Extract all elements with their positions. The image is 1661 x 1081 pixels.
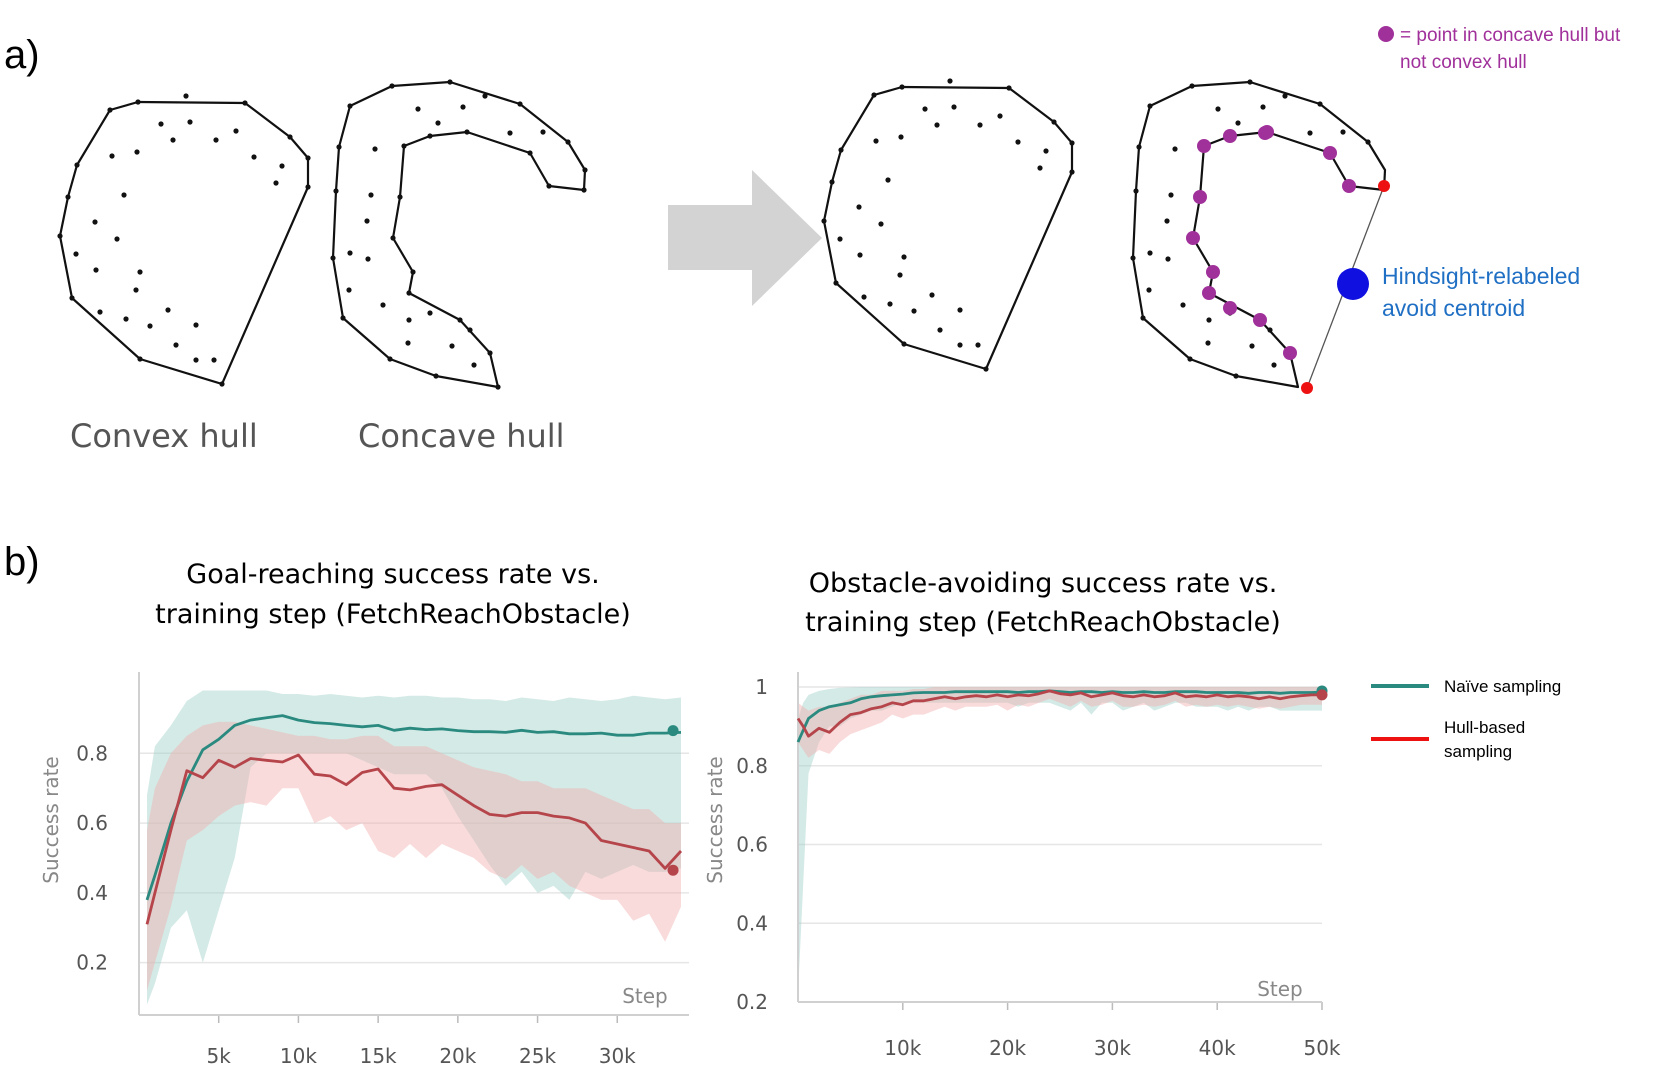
y-axis-label: Success rate	[39, 756, 63, 884]
concave-only-legend-line2: not convex hull	[1400, 52, 1527, 73]
confidence-band-naive	[798, 687, 1322, 995]
endpoint-bottom	[1301, 382, 1313, 394]
chart-title-line2: training step (FetchReachObstacle)	[155, 599, 631, 630]
transition-arrow	[668, 170, 822, 306]
axes	[797, 672, 1323, 1010]
series-lines	[796, 689, 1323, 743]
y-axis-label: Success rate	[703, 756, 727, 884]
x-tick-label: 10k	[884, 1036, 921, 1060]
y-tick-label: 0.2	[736, 990, 768, 1014]
end-markers	[667, 725, 679, 876]
y-tick-label: 1	[755, 675, 768, 699]
x-tick-label: 20k	[439, 1044, 476, 1068]
series-line-hull	[796, 689, 1322, 738]
confidence-band-hull	[798, 687, 1322, 758]
chart-title-line1: Goal-reaching success rate vs.	[186, 559, 599, 590]
concave-only-points	[1186, 125, 1356, 360]
legend-label-naive: Naïve sampling	[1444, 677, 1561, 696]
concave-hull-highlight-diagram	[1130, 79, 1390, 394]
confidence-bands	[798, 687, 1322, 995]
concave-only-legend-line1: = point in concave hull but	[1400, 25, 1621, 46]
concave-hull-highlight-points	[1130, 79, 1371, 379]
series-line-hull	[145, 753, 683, 925]
convex-hull-points	[57, 93, 311, 387]
y-tick-label: 0.4	[736, 911, 768, 935]
panel-a-label: a)	[4, 33, 40, 77]
x-tick-label: 10k	[280, 1044, 317, 1068]
end-marker	[1316, 689, 1328, 701]
concave-hull-points	[330, 79, 588, 390]
convex-hull-copy-outline	[822, 85, 1074, 371]
chart-title-line1: Obstacle-avoiding success rate vs.	[809, 568, 1278, 599]
confidence-bands	[147, 690, 681, 1005]
series-line-naive	[145, 714, 682, 901]
x-tick-label: 50k	[1303, 1036, 1340, 1060]
x-tick-label: 5k	[207, 1044, 232, 1068]
grid	[798, 686, 1322, 1003]
tick-labels: 0.2 0.4 0.6 0.8 1 10k 20k 30k 40k 50k	[736, 675, 1341, 1060]
y-tick-label: 0.6	[736, 833, 768, 857]
goal-reaching-chart: Goal-reaching success rate vs. training …	[39, 559, 689, 1068]
y-tick-label: 0.4	[76, 881, 108, 905]
y-tick-label: 0.6	[76, 811, 108, 835]
relabeled-centroid	[1337, 268, 1369, 300]
concave-hull-outline	[331, 80, 587, 389]
y-tick-label: 0.8	[76, 741, 108, 765]
x-tick-label: 20k	[989, 1036, 1026, 1060]
grid	[139, 752, 689, 964]
convex-hull-copy-diagram	[821, 78, 1075, 372]
x-tick-label: 30k	[1094, 1036, 1131, 1060]
centroid-label-line2: avoid centroid	[1382, 295, 1525, 321]
end-marker	[667, 864, 679, 876]
legend-label-hull-line2: sampling	[1444, 742, 1512, 761]
convex-hull-label: Convex hull	[70, 417, 258, 455]
panel-a: a) Convex hull	[4, 25, 1621, 455]
legend-label-hull-line1: Hull-based	[1444, 718, 1525, 737]
concave-hull-highlight-outline	[1131, 80, 1387, 389]
chart-title-line2: training step (FetchReachObstacle)	[805, 607, 1281, 638]
convex-hull-diagram: Convex hull	[57, 93, 311, 455]
obstacle-avoiding-chart: Obstacle-avoiding success rate vs. train…	[703, 568, 1341, 1060]
y-tick-label: 0.2	[76, 951, 108, 975]
centroid-label-line1: Hindsight-relabeled	[1382, 263, 1580, 289]
convex-hull-outline	[58, 100, 310, 386]
concave-hull-label: Concave hull	[358, 417, 565, 455]
end-markers	[1316, 685, 1328, 701]
confidence-band-hull	[147, 721, 681, 991]
end-marker	[667, 725, 679, 737]
x-tick-label: 25k	[519, 1044, 556, 1068]
axes	[138, 672, 689, 1023]
concave-hull-diagram: Concave hull	[330, 79, 588, 455]
x-tick-label: 40k	[1199, 1036, 1236, 1060]
panel-b-label: b)	[4, 540, 40, 584]
x-tick-label: 15k	[360, 1044, 397, 1068]
y-tick-label: 0.8	[736, 754, 768, 778]
concave-only-legend-dot	[1378, 26, 1394, 42]
x-axis-label: Step	[622, 984, 668, 1008]
x-axis-label: Step	[1257, 977, 1303, 1001]
tick-labels: 0.2 0.4 0.6 0.8 5k 10k 15k 20k 25k 30k	[76, 741, 636, 1068]
endpoint-top	[1378, 180, 1390, 192]
series-lines	[145, 714, 683, 925]
legend: Naïve sampling Hull-based sampling	[1371, 677, 1561, 761]
confidence-band-naive	[147, 690, 681, 1005]
x-tick-label: 30k	[599, 1044, 636, 1068]
convex-hull-copy-points	[821, 78, 1075, 372]
